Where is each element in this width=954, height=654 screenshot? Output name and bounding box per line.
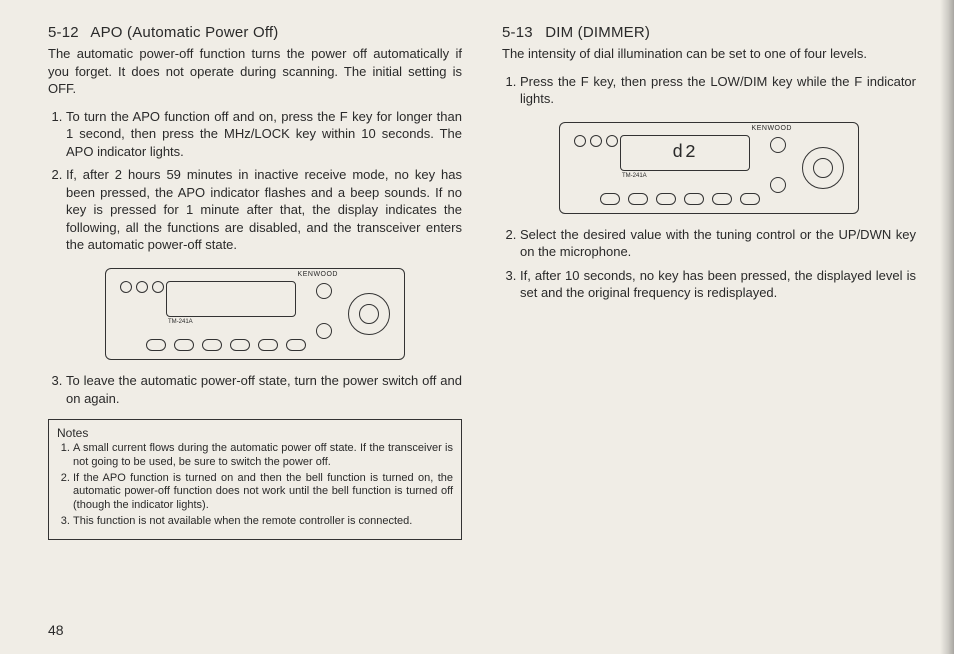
dim-steps-after: Select the desired value with the tuning…	[502, 226, 916, 308]
section-number: 5-13	[502, 24, 533, 41]
sql-knob-icon	[770, 177, 786, 193]
radio-model: TM-241A	[622, 173, 647, 179]
radio-figure-dim: d2 KENWOOD TM-241A	[559, 122, 859, 214]
book-spine-shadow	[940, 0, 954, 654]
apo-steps-cont: To leave the automatic power-off state, …	[48, 372, 462, 413]
dim-intro: The intensity of dial illumination can b…	[502, 45, 916, 63]
dim-step-1-list: Press the F key, then press the LOW/DIM …	[502, 73, 916, 114]
apo-step-1: To turn the APO function off and on, pre…	[66, 108, 462, 161]
section-heading-apo: 5-12 APO (Automatic Power Off)	[48, 24, 462, 41]
section-title: DIM (DIMMER)	[545, 24, 650, 41]
note-2: If the APO function is turned on and the…	[73, 472, 453, 513]
tuning-knob-icon	[348, 293, 390, 335]
notes-title: Notes	[57, 426, 453, 440]
apo-step-2: If, after 2 hours 59 minutes in inactive…	[66, 166, 462, 254]
dim-step-2: Select the desired value with the tuning…	[520, 226, 916, 261]
section-title: APO (Automatic Power Off)	[90, 24, 278, 41]
vol-knob-icon	[770, 137, 786, 153]
dim-step-1: Press the F key, then press the LOW/DIM …	[520, 73, 916, 108]
indicator-knobs	[120, 281, 164, 293]
page-number: 48	[48, 622, 64, 638]
apo-steps: To turn the APO function off and on, pre…	[48, 108, 462, 260]
apo-step-3: To leave the automatic power-off state, …	[66, 372, 462, 407]
indicator-knobs	[574, 135, 618, 147]
radio-brand: KENWOOD	[752, 125, 792, 132]
dim-step-3: If, after 10 seconds, no key has been pr…	[520, 267, 916, 302]
tuning-knob-icon	[802, 147, 844, 189]
radio-model: TM-241A	[168, 319, 193, 325]
radio-display: d2	[620, 135, 750, 171]
notes-list: A small current flows during the automat…	[57, 442, 453, 529]
right-column: 5-13 DIM (DIMMER) The intensity of dial …	[502, 24, 924, 642]
radio-display	[166, 281, 296, 317]
button-row	[600, 193, 760, 205]
note-1: A small current flows during the automat…	[73, 442, 453, 470]
sql-knob-icon	[316, 323, 332, 339]
left-column: 5-12 APO (Automatic Power Off) The autom…	[48, 24, 462, 642]
section-heading-dim: 5-13 DIM (DIMMER)	[502, 24, 916, 41]
manual-page: 5-12 APO (Automatic Power Off) The autom…	[48, 24, 924, 642]
radio-figure-apo: KENWOOD TM-241A	[105, 268, 405, 360]
section-number: 5-12	[48, 24, 79, 41]
note-3: This function is not available when the …	[73, 515, 453, 529]
apo-intro: The automatic power-off function turns t…	[48, 45, 462, 98]
notes-box: Notes A small current flows during the a…	[48, 419, 462, 540]
button-row	[146, 339, 306, 351]
radio-brand: KENWOOD	[298, 271, 338, 278]
vol-knob-icon	[316, 283, 332, 299]
